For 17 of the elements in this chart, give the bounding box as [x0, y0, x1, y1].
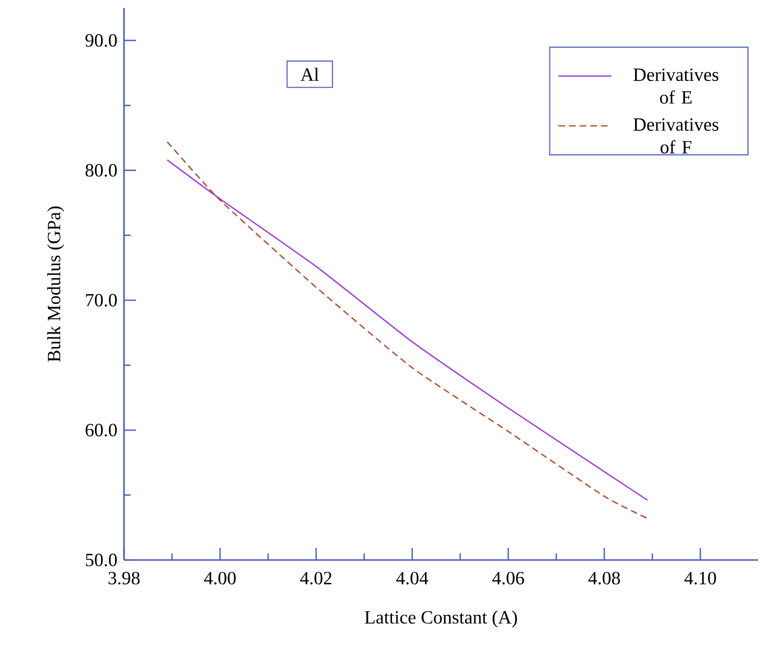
x-tick-label: 4.02: [300, 572, 332, 585]
legend-label: Derivatives of E: [633, 68, 718, 104]
x-tick-label: 4.06: [492, 572, 524, 585]
y-tick-label: 80.0: [86, 164, 117, 177]
y-tick-label: 50.0: [86, 554, 117, 566]
x-axis-title: Lattice Constant (A): [364, 610, 517, 628]
y-tick-label: 60.0: [86, 424, 117, 436]
x-tick-label: 4.00: [204, 572, 236, 585]
annotation: Al: [300, 68, 319, 81]
legend-label: Derivatives of F: [633, 118, 718, 154]
y-tick-label: 70.0: [86, 294, 117, 307]
x-tick-label: 4.08: [588, 572, 620, 585]
x-tick-label: 4.10: [684, 572, 716, 585]
x-tick-label: 4.04: [396, 572, 428, 585]
x-tick-label: 3.98: [108, 572, 140, 585]
y-axis-title: Bulk Modulus (GPa): [47, 206, 64, 362]
y-tick-label: 90.0: [85, 34, 117, 47]
